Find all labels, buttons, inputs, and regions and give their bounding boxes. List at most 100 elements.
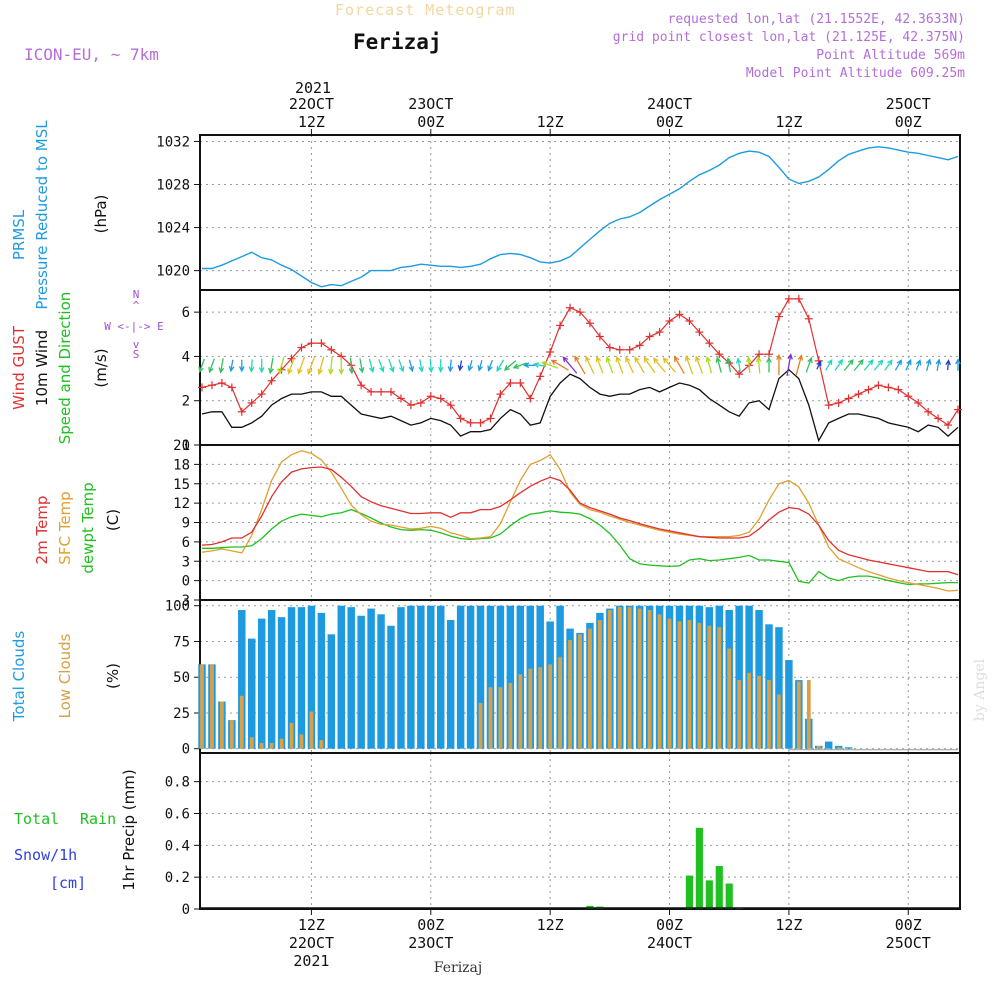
wind-arrow-head — [369, 366, 375, 374]
total-cloud-bar — [307, 605, 316, 749]
clouds-y-tick-label: 25 — [173, 706, 190, 722]
wind-arrow-head — [467, 365, 474, 372]
clouds-y-tick-label: 50 — [173, 670, 190, 686]
gust-marker — [804, 314, 813, 323]
gust-marker — [396, 394, 405, 403]
precip-bar — [725, 883, 733, 909]
low-cloud-bar — [200, 664, 204, 749]
wind-arrow-head — [797, 354, 804, 361]
gust-marker — [387, 387, 395, 396]
wind-arrow-shaft — [663, 357, 676, 373]
gust-marker — [198, 383, 206, 392]
wind-arrow — [834, 358, 844, 371]
wind-arrow-head — [418, 366, 424, 373]
bottom-time-label: 23OCT — [408, 934, 453, 952]
temp-y-tick-label: 0 — [182, 574, 190, 590]
gust-marker — [774, 312, 783, 321]
wind-arrow — [574, 355, 586, 375]
wind-arrow — [562, 356, 578, 374]
wind-arrow-head — [674, 355, 680, 363]
info-point-altitude: Point Altitude 569m — [816, 48, 965, 63]
wind-arrow-head — [328, 368, 334, 376]
wind-arrow — [378, 359, 385, 373]
wind-unit-label: (m/s) — [92, 348, 110, 387]
gust-marker — [755, 350, 764, 359]
wind-arrow — [477, 360, 483, 372]
wind-arrow-shaft — [534, 363, 547, 367]
low-cloud-bar — [229, 720, 234, 749]
wind-arrow-head — [925, 358, 932, 365]
total-cloud-bar — [427, 605, 435, 749]
low-cloud-bar — [796, 681, 801, 749]
total-cloud-bar — [397, 607, 405, 749]
wind-arrow-shaft — [873, 359, 884, 371]
cloud-panel-labels: Total Clouds Low Clouds (%) — [10, 631, 122, 723]
wind-arrow — [915, 359, 922, 371]
low-cloud-bar — [777, 694, 781, 749]
wind-arrow-shaft — [496, 359, 505, 372]
gust-marker — [645, 332, 654, 341]
total-cloud-bar — [238, 610, 246, 749]
wind-arrow-shaft — [468, 360, 473, 371]
wind-arrow-head — [705, 355, 711, 363]
wind-arrow-shaft — [329, 356, 333, 374]
wind-arrow — [503, 360, 517, 371]
wind-arrow — [786, 353, 793, 377]
precip-y-tick-label: 0 — [182, 902, 190, 918]
wind-arrow — [674, 355, 685, 374]
gust-marker — [715, 350, 724, 359]
wind-arrow-head — [766, 356, 772, 363]
wind-arrow-head — [268, 367, 274, 375]
wind-arrow-head — [428, 366, 434, 374]
gust-marker — [954, 405, 962, 414]
wind-arrow-head — [218, 367, 225, 374]
low-cloud-bar — [737, 680, 742, 749]
wind-panel: 0 2 4 6 — [182, 289, 962, 454]
wind-arrow — [512, 362, 527, 369]
gust-marker — [237, 407, 246, 416]
gust-marker — [446, 401, 455, 410]
gust-marker — [924, 407, 933, 416]
wind-arrow-shaft — [834, 359, 843, 371]
wind-arrow-shaft — [199, 358, 205, 372]
wind-arrow — [643, 356, 656, 374]
wind-arrow-head — [634, 356, 640, 363]
wind-arrow-shaft — [706, 357, 713, 374]
wind-arrow-head — [695, 355, 701, 362]
wind-arrow — [228, 359, 235, 373]
wind-arrow-shaft — [825, 359, 833, 371]
temp-2m-label: 2m Temp — [33, 496, 51, 565]
wind-arrow-shaft — [585, 356, 595, 374]
pressure-line — [202, 146, 959, 288]
total-cloud-bar — [506, 605, 515, 749]
gust-marker — [476, 418, 485, 427]
total-cloud-bar — [297, 607, 306, 749]
wind-arrow — [258, 358, 265, 374]
wind-arrow-shaft — [643, 357, 656, 374]
wind-arrow-shaft — [562, 356, 578, 374]
wind-arrow-head — [625, 356, 631, 363]
wind-arrow-shaft — [596, 356, 604, 374]
wind-arrow-head — [532, 362, 540, 368]
total-cloud-bar — [277, 617, 286, 749]
wind-arrow — [873, 359, 884, 371]
wind-compass-s: S — [133, 348, 140, 361]
bottom-time-label: 12Z — [537, 916, 564, 934]
wind-arrow-shaft — [625, 357, 634, 374]
wind-arrow-head — [307, 368, 313, 375]
low-cloud-bar — [210, 664, 214, 749]
pressure-panel-labels: PRMSL Pressure Reduced to MSL (hPa) — [10, 120, 110, 310]
temp-2m-line — [201, 466, 959, 576]
wind-arrow — [428, 358, 434, 374]
wind-arrow-shaft — [307, 356, 316, 374]
wind-arrow-shaft — [378, 359, 384, 372]
gust-marker — [576, 308, 584, 317]
wind-arrow-shaft — [653, 358, 666, 373]
gust-marker — [327, 345, 336, 354]
total-cloud-bar — [785, 660, 793, 749]
low-cloud-bar — [508, 682, 513, 749]
top-time-label: 00Z — [417, 113, 444, 131]
wind-arrow-shaft — [634, 357, 645, 374]
gust-marker — [566, 303, 575, 312]
wind-arrow-head — [605, 356, 612, 363]
